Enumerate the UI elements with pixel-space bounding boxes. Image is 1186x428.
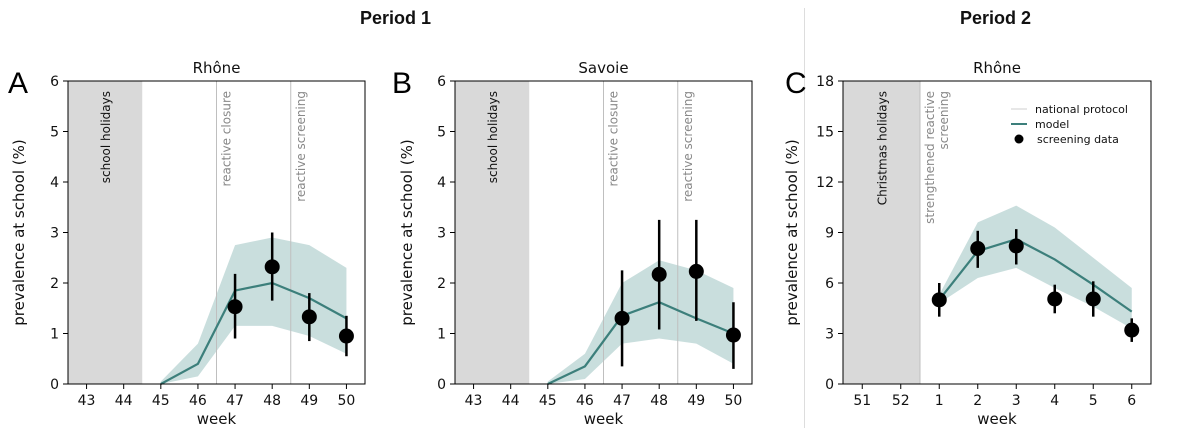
panel-b-xtick-label-3: 46 <box>576 393 594 409</box>
panel-b-ytick-label-0: 0 <box>437 377 446 393</box>
panel-c-legend-label-1: model <box>1035 118 1069 131</box>
panel-a-xtick-label-6: 49 <box>300 393 318 409</box>
panel-b-data-point-0 <box>614 310 630 326</box>
panel-b-ytick-label-3: 3 <box>437 226 446 242</box>
panel-c-vline-label-0-0: strengthened reactive <box>923 91 937 224</box>
panel-b-data-point-2 <box>688 263 704 279</box>
panel-c-xtick-label-1: 52 <box>892 393 910 409</box>
panel-b-xtick-label-6: 49 <box>687 393 705 409</box>
panel-c-xtick-label-3: 2 <box>973 393 982 409</box>
panel-b-ytick-label-1: 1 <box>437 327 446 343</box>
panel-a-xtick-label-7: 50 <box>338 393 356 409</box>
panel-b-xtick-label-7: 50 <box>725 393 743 409</box>
panel-c-xtick-label-4: 3 <box>1012 393 1021 409</box>
panel-b-data-point-1 <box>651 266 667 282</box>
panel-c-xtick-label-5: 4 <box>1050 393 1059 409</box>
panel-c-vline-label-0-1: screening <box>937 91 951 149</box>
panel-a-ytick-label-4: 4 <box>50 175 59 191</box>
panel-c-ytick-label-1: 3 <box>825 327 834 343</box>
panel-c-xtick-label-2: 1 <box>935 393 944 409</box>
panel-b-xlabel: week <box>584 410 624 428</box>
period-2-title: Period 2 <box>960 8 1032 28</box>
panel-c-uncertainty-band <box>939 205 1132 329</box>
panel-a-xtick-label-0: 43 <box>78 393 96 409</box>
panel-b-model-line <box>547 301 734 385</box>
panel-a-ytick-label-6: 6 <box>50 74 59 90</box>
panel-a-ylabel: prevalence at school (%) <box>10 139 28 325</box>
panel-a-data-point-1 <box>264 259 280 275</box>
panel-b-ytick-label-5: 5 <box>437 125 446 141</box>
panel-a-holiday-band <box>68 81 143 384</box>
panel-c-data-point-0 <box>931 292 947 308</box>
panel-a-vline-label-1: reactive screening <box>294 91 308 202</box>
panel-b-xtick-label-1: 44 <box>502 393 520 409</box>
panel-a-xlabel: week <box>197 410 237 428</box>
panel-c-xtick-label-7: 6 <box>1127 393 1136 409</box>
panel-a-data-point-2 <box>301 309 317 325</box>
panel-b-data-point-3 <box>725 327 741 343</box>
panel-b-ytick-label-4: 4 <box>437 175 446 191</box>
panel-a-letter: A <box>8 67 28 100</box>
panel-b-xtick-label-0: 43 <box>465 393 483 409</box>
panel-c-holiday-band <box>843 81 920 384</box>
panel-a-data-point-3 <box>338 328 354 344</box>
panel-a-holiday-label: school holidays <box>99 91 113 183</box>
panel-a-vline-label-0: reactive closure <box>220 91 234 187</box>
panel-b-holiday-label: school holidays <box>486 91 500 183</box>
panel-c-data-point-2 <box>1008 238 1024 254</box>
panel-b-xtick-label-5: 48 <box>650 393 668 409</box>
panel-c-data-point-4 <box>1085 291 1101 307</box>
panel-c-legend-label-2: screening data <box>1037 133 1119 146</box>
panel-a-ytick-label-5: 5 <box>50 125 59 141</box>
panel-a-title: Rhône <box>193 59 241 77</box>
panel-b-holiday-band <box>455 81 530 384</box>
panel-a-ytick-label-1: 1 <box>50 327 59 343</box>
panel-c-ytick-label-5: 15 <box>816 125 834 141</box>
panel-c-legend-swatch-2 <box>1014 134 1024 144</box>
panel-a-ytick-label-2: 2 <box>50 276 59 292</box>
panel-c-legend-label-0: national protocol <box>1035 103 1128 116</box>
panel-c-xlabel: week <box>977 410 1017 428</box>
panel-b-vline-label-1: reactive screening <box>681 91 695 202</box>
panel-a-xtick-label-5: 48 <box>263 393 281 409</box>
panel-c-data-point-3 <box>1047 291 1063 307</box>
panel-a-xtick-label-1: 44 <box>115 393 133 409</box>
panel-c-letter: C <box>785 67 807 100</box>
panel-c-ytick-label-4: 12 <box>816 175 834 191</box>
panel-a-xtick-label-4: 47 <box>226 393 244 409</box>
panel-a-xtick-label-3: 46 <box>189 393 207 409</box>
panel-a-xtick-label-2: 45 <box>152 393 170 409</box>
period-divider <box>804 8 805 428</box>
panel-b-ytick-label-6: 6 <box>437 74 446 90</box>
panel-b-vline-label-0: reactive closure <box>607 91 621 187</box>
panel-c-title: Rhône <box>973 59 1021 77</box>
panel-c-ylabel: prevalence at school (%) <box>783 139 801 325</box>
panel-c-xtick-label-0: 51 <box>853 393 871 409</box>
period-1-title: Period 1 <box>360 8 432 28</box>
panel-b-xtick-label-2: 45 <box>539 393 557 409</box>
panel-b-xtick-label-4: 47 <box>613 393 631 409</box>
panel-c-xtick-label-6: 5 <box>1089 393 1098 409</box>
panel-c-ytick-label-3: 9 <box>825 226 834 242</box>
panel-b-ytick-label-2: 2 <box>437 276 446 292</box>
panel-b-ylabel: prevalence at school (%) <box>398 139 416 325</box>
panel-a-model-line <box>160 281 347 385</box>
panel-c-ytick-label-2: 6 <box>825 276 834 292</box>
panel-b-title: Savoie <box>578 59 628 77</box>
panel-a-ytick-label-0: 0 <box>50 377 59 393</box>
panel-c-ytick-label-0: 0 <box>825 377 834 393</box>
panel-b-letter: B <box>392 67 412 100</box>
panel-c-data-point-5 <box>1124 322 1140 338</box>
panel-c-ytick-label-6: 18 <box>816 74 834 90</box>
panel-a-data-point-0 <box>227 299 243 315</box>
panel-c-data-point-1 <box>970 240 986 256</box>
panel-c-model-line <box>938 238 1133 313</box>
panel-a-uncertainty-band <box>160 237 347 384</box>
panel-a-ytick-label-3: 3 <box>50 226 59 242</box>
panel-c-holiday-label: Christmas holidays <box>876 91 890 205</box>
